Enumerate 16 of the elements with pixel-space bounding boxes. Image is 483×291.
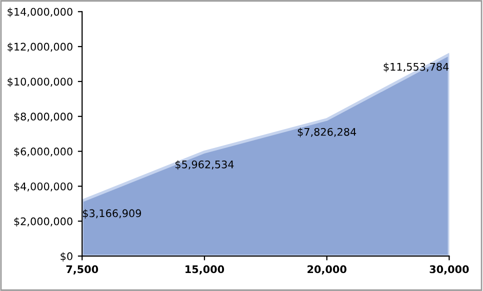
data-label: $11,553,784 [384, 62, 449, 72]
y-tick-label: $2,000,000 [14, 217, 72, 227]
x-tick-label: 20,000 [308, 265, 346, 274]
x-tick-label: 15,000 [186, 265, 224, 274]
data-label: $7,826,284 [298, 128, 356, 138]
y-tick-label: $12,000,000 [8, 42, 72, 52]
y-tick-label: $10,000,000 [8, 78, 72, 87]
data-label: $5,962,534 [176, 160, 234, 170]
y-tick-label: $0 [60, 252, 72, 262]
y-tick-label: $8,000,000 [14, 112, 72, 122]
y-tick-label: $4,000,000 [14, 182, 72, 192]
y-tick-label: $6,000,000 [14, 147, 72, 157]
y-tick-label: $14,000,000 [8, 8, 72, 18]
x-tick-label: 30,000 [430, 265, 469, 274]
x-tick-label: 7,500 [66, 265, 98, 274]
data-label: $3,166,909 [82, 209, 142, 219]
